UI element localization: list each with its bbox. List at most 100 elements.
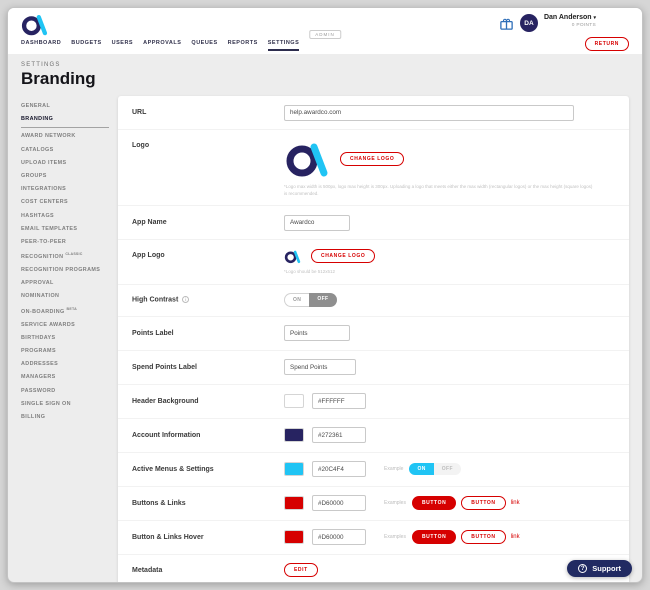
sidebar-item-password[interactable]: PASSWORD — [21, 387, 56, 394]
high-contrast-on-button[interactable]: ON — [284, 293, 310, 308]
form-row-header-background: Header Background — [118, 385, 629, 419]
nav-budgets[interactable]: BUDGETS — [71, 40, 102, 46]
high-contrast-off-button[interactable]: OFF — [309, 293, 337, 308]
nav-dashboard[interactable]: DASHBOARD — [21, 40, 62, 46]
sidebar-item-award-network[interactable]: AWARD NETWORK — [21, 133, 76, 140]
admin-badge: ADMIN — [309, 30, 341, 39]
sidebar-item-managers[interactable]: MANAGERS — [21, 374, 56, 381]
example-outline-button: BUTTON — [461, 496, 506, 511]
sidebar-item-catalogs[interactable]: CATALOGS — [21, 146, 54, 153]
spend-points-label-label: Spend Points Label — [132, 363, 197, 371]
user-points: 0 POINTS — [571, 22, 596, 28]
support-button[interactable]: ? Support — [567, 560, 632, 577]
form-row-app-logo: App Logo CHANGE LOGO *Logo should be 512… — [118, 240, 629, 285]
example-solid-button: BUTTON — [411, 496, 457, 511]
account-information-label: Account Information — [132, 431, 201, 439]
metadata-edit-button[interactable]: EDIT — [284, 563, 318, 578]
sidebar-item-recognition-classic[interactable]: RECOGNITION CLASSIC — [21, 248, 118, 263]
change-logo-button[interactable]: CHANGE LOGO — [340, 151, 405, 166]
branding-form-card: URL Logo CHANGE LOGO *Logo max wi — [118, 96, 629, 582]
form-row-buttons-links-hover: Button & Links Hover Examples BUTTON BUT… — [118, 521, 629, 555]
awardco-logo-icon[interactable] — [21, 12, 48, 37]
return-button[interactable]: RETURN — [584, 37, 629, 51]
form-row-account-information: Account Information — [118, 419, 629, 453]
header-background-swatch[interactable] — [284, 394, 304, 409]
classic-badge: CLASSIC — [65, 252, 83, 257]
sidebar-item-email-templates[interactable]: EMAIL TEMPLATES — [21, 225, 78, 232]
user-menu[interactable]: Dan Anderson ▾ — [544, 14, 596, 21]
beta-badge: BETA — [66, 306, 77, 311]
form-row-url: URL — [118, 96, 629, 130]
buttons-links-label: Buttons & Links — [132, 499, 186, 507]
sidebar-item-groups[interactable]: GROUPS — [21, 172, 47, 179]
points-label-label: Points Label — [132, 329, 174, 337]
example-link: link — [510, 534, 520, 541]
app-window: DASHBOARD BUDGETS USERS APPROVALS QUEUES… — [7, 7, 643, 583]
app-logo-helper-text: *Logo should be 512x512 — [284, 268, 336, 274]
sidebar-item-branding[interactable]: BRANDING — [21, 112, 109, 128]
logo-helper-text: *Logo max width is 500px, logo max heigh… — [284, 183, 593, 196]
app-name-label: App Name — [132, 219, 167, 227]
sidebar-item-recognition-programs[interactable]: RECOGNITION PROGRAMS — [21, 267, 101, 274]
app-name-input[interactable] — [284, 214, 350, 231]
active-menus-label: Active Menus & Settings — [132, 465, 214, 473]
support-label: Support — [592, 564, 621, 573]
sidebar-item-single-sign-on[interactable]: SINGLE SIGN ON — [21, 400, 71, 407]
active-menus-swatch[interactable] — [284, 462, 304, 477]
main-nav: DASHBOARD BUDGETS USERS APPROVALS QUEUES… — [21, 40, 300, 51]
nav-users[interactable]: USERS — [111, 40, 134, 46]
sidebar-item-cost-centers[interactable]: COST CENTERS — [21, 199, 69, 206]
sidebar-item-programs[interactable]: PROGRAMS — [21, 347, 56, 354]
form-row-high-contrast: High Contrast i ON OFF — [118, 285, 629, 317]
sidebar-item-addresses[interactable]: ADDRESSES — [21, 361, 59, 368]
sidebar-item-on-boarding[interactable]: ON-BOARDING BETA — [21, 303, 118, 318]
header-background-label: Header Background — [132, 397, 199, 405]
form-row-buttons-links: Buttons & Links Examples BUTTON BUTTON l… — [118, 487, 629, 521]
current-logo-image — [286, 143, 328, 176]
buttons-links-hex-input[interactable] — [312, 495, 366, 512]
account-information-swatch[interactable] — [284, 428, 304, 443]
buttons-links-swatch[interactable] — [284, 496, 304, 511]
high-contrast-toggle: ON OFF — [284, 293, 337, 308]
avatar[interactable]: DA — [519, 14, 538, 32]
sidebar-item-integrations[interactable]: INTEGRATIONS — [21, 186, 67, 193]
sidebar-item-upload-items[interactable]: UPLOAD ITEMS — [21, 159, 67, 166]
breadcrumb: SETTINGS — [21, 62, 61, 68]
examples-label: Examples — [384, 500, 406, 507]
active-menus-hex-input[interactable] — [312, 461, 366, 478]
sidebar-item-nomination[interactable]: NOMINATION — [21, 293, 60, 300]
points-label-input[interactable] — [284, 325, 350, 342]
sidebar-item-peer-to-peer[interactable]: PEER-TO-PEER — [21, 238, 67, 245]
nav-settings[interactable]: SETTINGS — [267, 40, 300, 51]
nav-approvals[interactable]: APPROVALS — [143, 40, 182, 46]
sidebar-item-billing[interactable]: BILLING — [21, 413, 46, 420]
buttons-links-hover-swatch[interactable] — [284, 530, 304, 545]
account-information-hex-input[interactable] — [312, 427, 366, 444]
buttons-links-hover-label: Button & Links Hover — [132, 533, 204, 541]
metadata-label: Metadata — [132, 566, 163, 574]
sidebar-item-general[interactable]: GENERAL — [21, 102, 51, 109]
header-background-hex-input[interactable] — [312, 393, 366, 410]
nav-queues[interactable]: QUEUES — [191, 40, 218, 46]
example-label: Example — [384, 466, 404, 473]
high-contrast-label: High Contrast i — [132, 296, 284, 304]
user-text: Dan Anderson ▾ 0 POINTS — [544, 14, 596, 28]
sidebar-item-service-awards[interactable]: SERVICE AWARDS — [21, 321, 76, 328]
sidebar-item-label: RECOGNITION — [21, 253, 64, 260]
sidebar-item-hashtags[interactable]: HASHTAGS — [21, 212, 55, 219]
question-icon: ? — [578, 564, 588, 573]
rewards-icon[interactable] — [499, 16, 514, 31]
form-row-logo: Logo CHANGE LOGO *Logo max width is 500p… — [118, 130, 629, 207]
sidebar-item-birthdays[interactable]: BIRTHDAYS — [21, 334, 56, 341]
change-app-logo-button[interactable]: CHANGE LOGO — [311, 249, 376, 264]
url-input[interactable] — [284, 104, 574, 121]
nav-reports[interactable]: REPORTS — [227, 40, 258, 46]
content-area: SETTINGS Branding GENERAL BRANDING AWARD… — [8, 54, 642, 582]
examples-label: Examples — [384, 534, 406, 541]
page-title: Branding — [21, 69, 96, 88]
info-icon[interactable]: i — [182, 296, 190, 304]
sidebar-item-approval[interactable]: APPROVAL — [21, 280, 54, 287]
high-contrast-label-text: High Contrast — [132, 296, 179, 304]
buttons-links-hover-hex-input[interactable] — [312, 529, 366, 546]
spend-points-label-input[interactable] — [284, 359, 356, 376]
